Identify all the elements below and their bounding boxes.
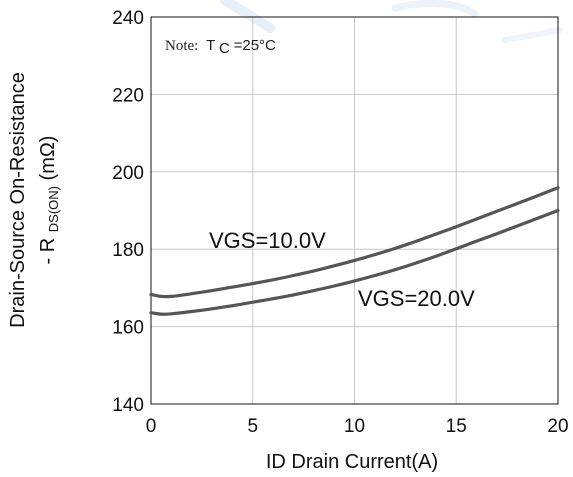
x-tick-label-5: 5 — [247, 416, 258, 437]
x-axis-title: ID Drain Current(A) — [266, 451, 438, 473]
watermark — [220, 0, 563, 43]
x-tick-labels: 0 5 10 15 20 — [146, 416, 569, 437]
y-axis-title-prefix: - R — [37, 238, 59, 265]
series-label-vgs-10v: VGS=10.0V — [209, 228, 326, 253]
y-axis-title-line2: - R DS(ON) (mΩ) — [37, 136, 63, 265]
note-symbol: T — [206, 37, 215, 54]
y-axis-title-subscript: DS(ON) — [46, 186, 61, 232]
series-line-0 — [149, 186, 560, 299]
y-tick-labels: 140 160 180 200 220 240 — [112, 8, 144, 416]
x-tick-label-20: 20 — [547, 416, 568, 437]
series-line-1 — [149, 208, 560, 316]
y-tick-label-240: 240 — [112, 8, 144, 29]
y-tick-label-180: 180 — [112, 240, 144, 261]
series-label-vgs-20v: VGS=20.0V — [358, 286, 475, 311]
series-layer — [149, 186, 560, 316]
y-tick-label-220: 220 — [112, 85, 144, 106]
x-tick-label-0: 0 — [146, 416, 157, 437]
x-tick-label-10: 10 — [344, 416, 365, 437]
x-tick-label-15: 15 — [446, 416, 467, 437]
y-axis-title-suffix: (mΩ) — [37, 136, 59, 181]
note-prefix: Note: — [165, 38, 198, 54]
y-axis-title: Drain-Source On-Resistance - R DS(ON) (m… — [7, 72, 63, 328]
note: Note: T C =25°C — [165, 37, 276, 57]
y-tick-label-140: 140 — [112, 395, 144, 416]
note-symbol-subscript: C — [219, 40, 230, 57]
y-tick-label-160: 160 — [112, 318, 144, 339]
note-value: =25°C — [234, 37, 276, 54]
y-tick-label-200: 200 — [112, 163, 144, 184]
y-axis-title-line1: Drain-Source On-Resistance — [7, 72, 29, 328]
